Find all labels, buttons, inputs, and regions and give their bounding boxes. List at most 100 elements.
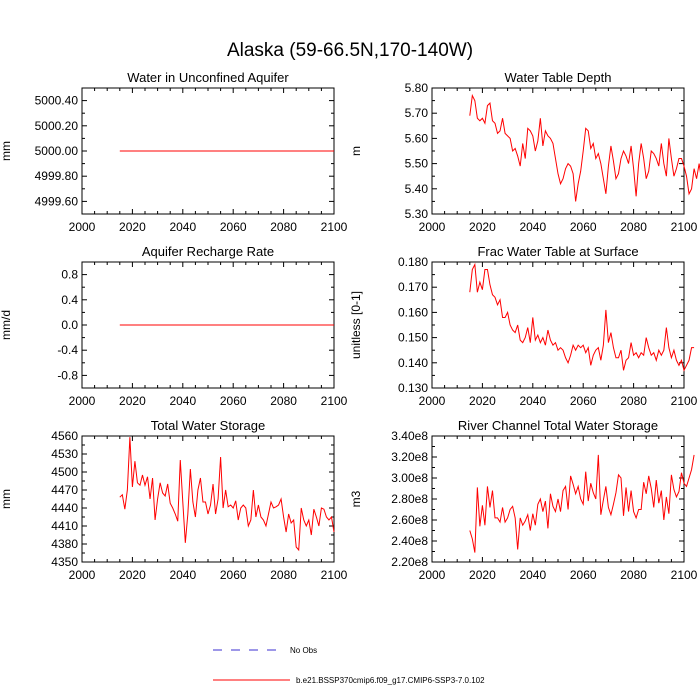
series-line (119, 437, 335, 552)
x-tick-label: 2040 (169, 568, 196, 582)
legend-label-model: b.e21.BSSP370cmip6.f09_g17.CMIP6-SSP3-7.… (296, 676, 485, 685)
x-tick-label: 2000 (419, 394, 446, 408)
y-tick-label: 5000.00 (35, 144, 79, 158)
y-tick-label: 5.30 (405, 207, 429, 221)
x-tick-label: 2000 (419, 568, 446, 582)
x-tick-label: 2100 (671, 568, 698, 582)
panels: Water in Unconfined Aquifer 2000 2020 2040 2… (0, 70, 700, 582)
y-tick-label: 5.50 (405, 157, 429, 171)
main-title: Alaska (59-66.5N,170-140W) (227, 40, 473, 61)
y-tick-label: 0.130 (398, 381, 428, 395)
y-tick-label: 0.170 (398, 280, 428, 294)
y-tick-label: 2.20e8 (391, 555, 428, 569)
y-tick-label: 4440 (51, 501, 78, 515)
y-tick-label: 0.4 (61, 293, 78, 307)
x-tick-label: 2040 (519, 394, 546, 408)
y-tick-label: 0.140 (398, 356, 428, 370)
y-tick-label: -0.4 (57, 343, 78, 357)
y-tick-label: 3.00e8 (391, 471, 428, 485)
y-tick-label: 0.160 (398, 305, 428, 319)
y-tick-label: 4410 (51, 519, 78, 533)
panel-5: Total Water Storage 2000 2020 2040 2060 2080 2… (0, 418, 348, 582)
x-tick-label: 2080 (620, 220, 647, 234)
y-tick-label: 4500 (51, 465, 78, 479)
x-tick-label: 2000 (419, 220, 446, 234)
x-tick-label: 2060 (570, 220, 597, 234)
panel-title: Water in Unconfined Aquifer (127, 70, 289, 85)
y-axis-label: mm/d (0, 310, 13, 340)
x-tick-label: 2080 (270, 394, 297, 408)
y-tick-label: 5.70 (405, 106, 429, 120)
y-tick-label: 4530 (51, 447, 78, 461)
panel-6: River Channel Total Water Storage 2000 202… (349, 418, 698, 582)
y-tick-label: 0.8 (61, 268, 78, 282)
y-tick-label: 4470 (51, 483, 78, 497)
plot-frame (431, 261, 685, 389)
panel-1: Water in Unconfined Aquifer 2000 2020 2040 2… (0, 70, 348, 234)
panel-3: Aquifer Recharge Rate 2000 2020 2040 2060 208… (0, 244, 348, 408)
x-tick-label: 2060 (220, 220, 247, 234)
x-tick-label: 2020 (119, 568, 146, 582)
x-tick-label: 2100 (321, 220, 348, 234)
y-tick-label: 4380 (51, 537, 78, 551)
legend-label-no-obs: No Obs (290, 646, 317, 655)
panel-title: Total Water Storage (151, 418, 265, 433)
x-tick-label: 2060 (220, 568, 247, 582)
series-line (469, 454, 695, 553)
panel-4: Frac Water Table at Surface 2000 2020 2040 2… (349, 244, 698, 408)
y-tick-label: 0.180 (398, 255, 428, 269)
y-tick-label: 5.40 (405, 182, 429, 196)
x-tick-label: 2100 (671, 394, 698, 408)
x-tick-label: 2020 (469, 394, 496, 408)
panel-2: Water Table Depth 2000 2020 2040 2060 2080 210… (349, 70, 700, 234)
y-tick-label: 5000.20 (35, 119, 79, 133)
series-line (469, 93, 700, 202)
x-tick-label: 2080 (620, 394, 647, 408)
x-tick-label: 2060 (570, 394, 597, 408)
panel-title: Frac Water Table at Surface (477, 244, 638, 259)
y-tick-label: 4560 (51, 429, 78, 443)
x-tick-label: 2100 (321, 394, 348, 408)
y-tick-label: 2.80e8 (391, 492, 428, 506)
y-tick-label: 4999.80 (35, 169, 79, 183)
x-tick-label: 2040 (519, 220, 546, 234)
y-tick-label: 5000.40 (35, 94, 79, 108)
y-tick-label: 4999.60 (35, 194, 79, 208)
x-tick-label: 2040 (169, 220, 196, 234)
y-tick-label: 2.40e8 (391, 534, 428, 548)
legend: No Obs b.e21.BSSP370cmip6.f09_g17.CMIP6-S… (213, 646, 485, 685)
y-tick-label: 0.150 (398, 331, 428, 345)
y-tick-label: 5.80 (405, 81, 429, 95)
x-tick-label: 2000 (69, 568, 96, 582)
x-tick-label: 2020 (119, 220, 146, 234)
x-tick-label: 2100 (671, 220, 698, 234)
y-tick-label: 3.40e8 (391, 429, 428, 443)
y-tick-label: 0.0 (61, 318, 78, 332)
x-tick-label: 2020 (469, 220, 496, 234)
panel-title: Aquifer Recharge Rate (142, 244, 274, 259)
y-tick-label: 4350 (51, 555, 78, 569)
x-tick-label: 2040 (519, 568, 546, 582)
y-axis-label: mm (0, 141, 13, 161)
y-axis-label: mm (0, 489, 13, 509)
x-tick-label: 2040 (169, 394, 196, 408)
x-tick-label: 2000 (69, 220, 96, 234)
x-tick-label: 2060 (570, 568, 597, 582)
x-tick-label: 2080 (270, 568, 297, 582)
y-axis-label: m (349, 146, 363, 156)
plot-frame (431, 87, 685, 215)
series-line (469, 262, 695, 372)
y-tick-label: 5.60 (405, 131, 429, 145)
x-tick-label: 2080 (620, 568, 647, 582)
x-tick-label: 2000 (69, 394, 96, 408)
panel-title: Water Table Depth (505, 70, 612, 85)
x-tick-label: 2080 (270, 220, 297, 234)
x-tick-label: 2020 (119, 394, 146, 408)
x-tick-label: 2020 (469, 568, 496, 582)
y-axis-label: m3 (349, 490, 363, 507)
x-tick-label: 2100 (321, 568, 348, 582)
y-tick-label: -0.8 (57, 368, 78, 382)
panel-title: River Channel Total Water Storage (458, 418, 658, 433)
y-axis-label: unitless [0-1] (349, 291, 363, 359)
